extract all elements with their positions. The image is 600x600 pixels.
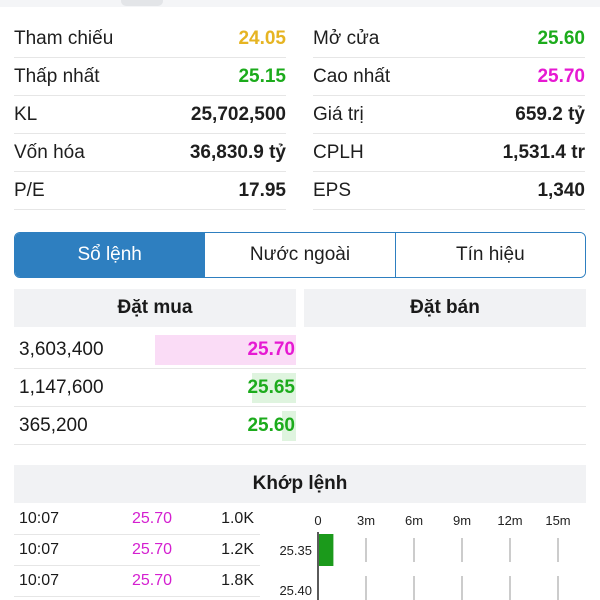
volume-bar xyxy=(319,534,334,566)
volume-bar xyxy=(155,335,296,365)
stat-item: KL 25,702,500 xyxy=(14,96,286,134)
stat-item: Giá trị 659.2 tỷ xyxy=(313,96,585,134)
stat-row: P/E 17.95 EPS 1,340 xyxy=(14,172,586,210)
order-volume: 365,200 xyxy=(19,415,88,436)
trade-volume: 1.0K xyxy=(221,510,254,527)
match-header: Khớp lệnh xyxy=(14,465,586,503)
detail-tabs: Sổ lệnh Nước ngoài Tín hiệu xyxy=(14,232,586,278)
volume-by-price-chart: 0 3m 6m 9m 12m 15m 25.35 25.40 xyxy=(279,513,571,600)
trade-time: 10:07 xyxy=(19,510,60,527)
stat-item: P/E 17.95 xyxy=(14,172,286,210)
stat-item: Vốn hóa 36,830.9 tỷ xyxy=(14,134,286,172)
stat-value: 1,531.4 tr xyxy=(502,141,585,163)
stat-label: Vốn hóa xyxy=(14,141,85,163)
trade-volume: 1.2K xyxy=(221,541,254,558)
stat-item: EPS 1,340 xyxy=(313,172,585,210)
stat-label: Thấp nhất xyxy=(14,65,100,87)
trade-price: 25.70 xyxy=(132,572,173,589)
stat-value: 1,340 xyxy=(537,179,585,201)
stat-item: Cao nhất 25.70 xyxy=(313,58,585,96)
volume-bar xyxy=(282,411,296,441)
order-volume: 1,147,600 xyxy=(19,377,104,398)
trade-time: 10:07 xyxy=(19,541,60,558)
order-price: 25.70 xyxy=(247,339,295,360)
x-tick-label: 12m xyxy=(497,513,522,528)
stat-item: Thấp nhất 25.15 xyxy=(14,58,286,96)
volume-bar xyxy=(252,373,296,403)
x-tick-label: 6m xyxy=(405,513,423,528)
trade-row: 10:07 25.70 1.2K xyxy=(14,535,260,566)
stat-value: 25.70 xyxy=(537,65,585,87)
trade-row: 10:07 25.70 1.8K xyxy=(14,566,260,597)
buy-header: Đặt mua xyxy=(14,289,296,327)
order-row: 3,603,400 25.70 xyxy=(14,331,586,369)
stat-value: 36,830.9 tỷ xyxy=(189,141,286,163)
order-row: 1,147,600 25.65 xyxy=(14,369,586,407)
order-price: 25.65 xyxy=(247,377,295,398)
stat-value: 25,702,500 xyxy=(190,103,286,125)
price-level-label: 25.35 xyxy=(279,543,312,558)
trade-price: 25.70 xyxy=(132,510,173,527)
stock-stats: Tham chiếu 24.05 Mở cửa 25.60 Thấp nhất 25.15… xyxy=(14,20,586,210)
tab-order-book[interactable]: Sổ lệnh xyxy=(15,233,206,277)
trade-time: 10:07 xyxy=(19,572,60,589)
stat-value: 25.60 xyxy=(537,27,585,49)
drag-handle[interactable] xyxy=(121,0,163,6)
stat-value: 24.05 xyxy=(238,27,286,49)
tab-signal[interactable]: Tín hiệu xyxy=(395,233,585,277)
stat-label: EPS xyxy=(313,179,352,201)
stat-item: Tham chiếu 24.05 xyxy=(14,20,286,58)
trade-volume: 1.8K xyxy=(221,572,254,589)
x-tick-label: 15m xyxy=(545,513,570,528)
stat-value: 659.2 tỷ xyxy=(515,103,585,125)
top-strip xyxy=(0,0,600,7)
x-tick-label: 3m xyxy=(357,513,375,528)
stat-value: 25.15 xyxy=(238,65,286,87)
order-row: 365,200 25.60 xyxy=(14,407,586,445)
stat-row: Tham chiếu 24.05 Mở cửa 25.60 xyxy=(14,20,586,58)
order-price: 25.60 xyxy=(247,415,295,436)
order-volume: 3,603,400 xyxy=(19,339,104,360)
stat-item: CPLH 1,531.4 tr xyxy=(313,134,585,172)
sell-header: Đặt bán xyxy=(304,289,586,327)
tab-foreign[interactable]: Nước ngoài xyxy=(205,233,396,277)
stat-item: Mở cửa 25.60 xyxy=(313,20,585,58)
stat-label: Giá trị xyxy=(313,103,364,125)
stat-label: Cao nhất xyxy=(313,65,391,87)
stat-value: 17.95 xyxy=(238,179,286,201)
trade-row: 10:07 25.70 1.0K xyxy=(14,504,260,535)
price-level-label: 25.40 xyxy=(279,583,312,598)
stat-row: Thấp nhất 25.15 Cao nhất 25.70 xyxy=(14,58,586,96)
stat-label: Tham chiếu xyxy=(14,27,114,49)
trade-price: 25.70 xyxy=(132,541,173,558)
stat-label: Mở cửa xyxy=(313,27,380,49)
stat-label: CPLH xyxy=(313,141,364,163)
stat-row: Vốn hóa 36,830.9 tỷ CPLH 1,531.4 tr xyxy=(14,134,586,172)
stat-label: KL xyxy=(14,103,38,125)
stat-row: KL 25,702,500 Giá trị 659.2 tỷ xyxy=(14,96,586,134)
stat-label: P/E xyxy=(14,179,45,201)
x-tick-label: 9m xyxy=(453,513,471,528)
x-tick-label: 0 xyxy=(314,513,321,528)
